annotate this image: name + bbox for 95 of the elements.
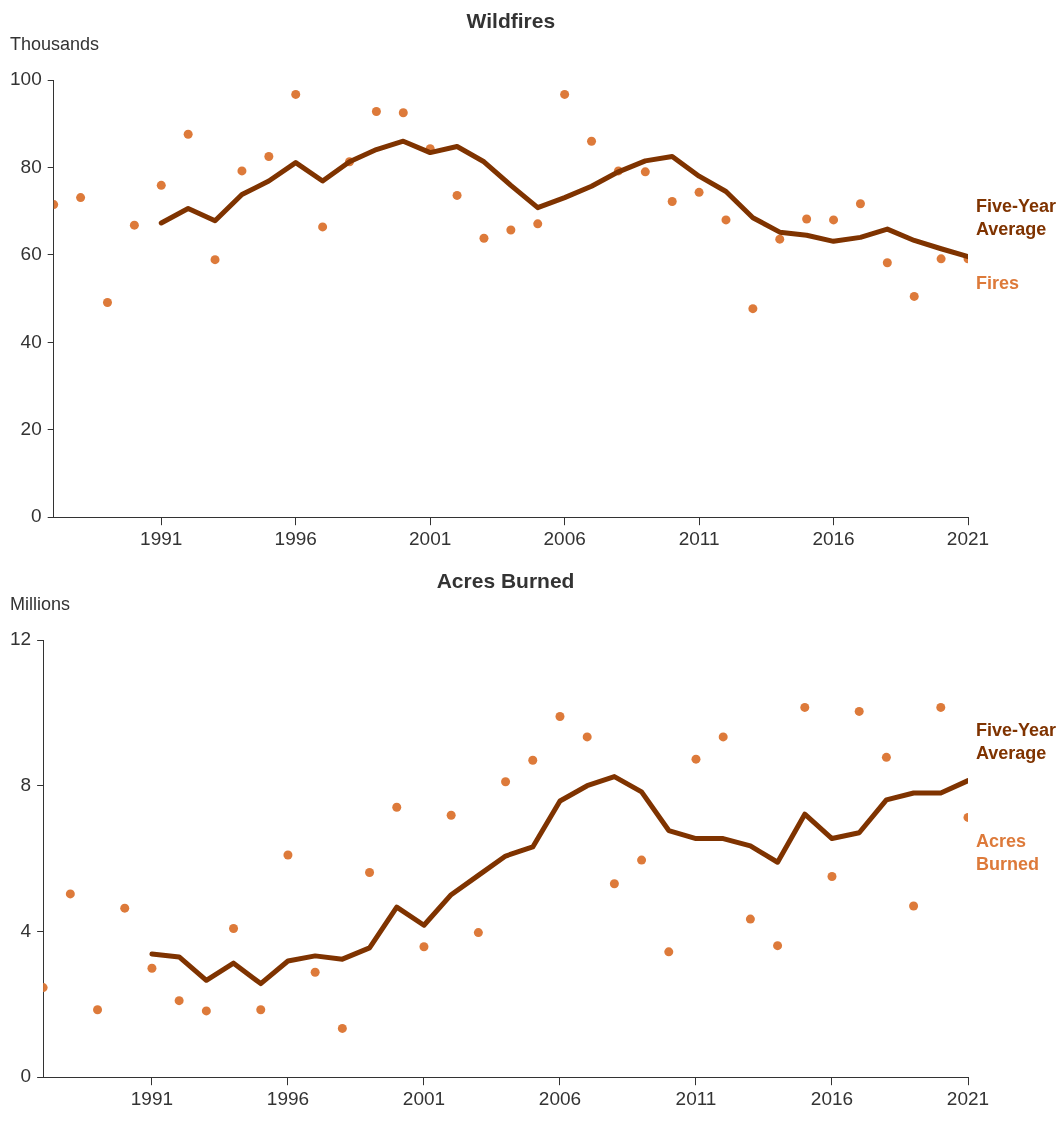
x-tick-label: 1991 — [140, 527, 183, 549]
point — [229, 924, 239, 934]
point — [691, 754, 701, 764]
point — [528, 755, 538, 765]
point — [773, 941, 783, 951]
point — [76, 193, 86, 203]
point — [318, 222, 328, 232]
point — [264, 152, 274, 162]
point — [694, 187, 704, 197]
y-tick-label: 0 — [31, 505, 42, 527]
point — [533, 219, 543, 229]
point — [310, 967, 320, 977]
x-tick-label: 1996 — [266, 1087, 310, 1109]
point — [392, 802, 402, 812]
x-tick-label: 1996 — [274, 527, 317, 549]
point — [256, 1005, 266, 1015]
point — [667, 197, 677, 207]
point — [909, 291, 919, 301]
point — [291, 89, 301, 99]
y-tick-label: 0 — [20, 1065, 32, 1087]
chart-title: Wildfires — [466, 9, 556, 32]
point — [419, 942, 429, 952]
y-axis-title: Millions — [10, 594, 71, 614]
point — [156, 180, 166, 190]
x-tick-label: 1991 — [130, 1087, 174, 1109]
x-tick-label: 2016 — [810, 1087, 854, 1109]
point — [854, 706, 864, 716]
point — [506, 225, 516, 235]
point — [93, 1005, 103, 1015]
point — [609, 879, 619, 889]
point — [587, 136, 597, 146]
series-label: Five-Year Average — [976, 195, 1057, 239]
point — [210, 255, 220, 265]
y-tick-label: 80 — [20, 155, 42, 177]
point — [882, 258, 892, 268]
point — [855, 199, 865, 209]
y-axis-title: Thousands — [10, 34, 100, 54]
point — [283, 850, 293, 860]
point — [560, 89, 570, 99]
y-tick-label: 12 — [9, 628, 32, 650]
point — [775, 234, 785, 244]
x-tick-label: 2001 — [409, 527, 452, 549]
point — [365, 867, 375, 877]
point — [65, 889, 75, 899]
point — [398, 108, 408, 118]
y-tick-label: 4 — [20, 919, 32, 941]
point — [909, 901, 919, 911]
point — [371, 106, 381, 116]
point — [881, 752, 891, 762]
x-tick-label: 2016 — [812, 527, 855, 549]
x-tick-label: 2006 — [538, 1087, 582, 1109]
point — [827, 871, 837, 881]
x-tick-label: 2011 — [678, 527, 720, 549]
series-label: Five-Year Average — [976, 719, 1057, 763]
y-tick-label: 60 — [20, 243, 42, 265]
point — [664, 947, 674, 957]
point — [637, 855, 647, 865]
point — [120, 903, 130, 913]
point — [745, 914, 755, 924]
point — [802, 214, 812, 224]
point — [129, 220, 139, 230]
series-label: Acres Burned — [976, 831, 1039, 875]
x-tick-label: 2006 — [543, 527, 586, 549]
x-tick-label: 2021 — [946, 527, 990, 549]
y-tick-label: 40 — [20, 330, 42, 352]
point — [473, 928, 483, 938]
y-tick-label: 8 — [20, 773, 32, 795]
point — [183, 129, 193, 139]
point — [640, 167, 650, 177]
y-tick-label: 100 — [10, 68, 42, 90]
point — [555, 712, 565, 722]
x-tick-label: 2001 — [402, 1087, 446, 1109]
point — [829, 215, 839, 225]
point — [479, 233, 489, 243]
series-label: Fires — [976, 272, 1020, 293]
point — [337, 1023, 347, 1033]
point — [936, 254, 946, 264]
point — [936, 702, 946, 712]
point — [147, 963, 157, 973]
y-tick-label: 20 — [20, 417, 42, 439]
chart-title: Acres Burned — [436, 569, 575, 592]
point — [718, 732, 728, 742]
point — [748, 304, 758, 314]
point — [582, 732, 592, 742]
point — [201, 1006, 211, 1016]
point — [237, 166, 247, 176]
x-tick-label: 2011 — [675, 1087, 717, 1109]
point — [102, 298, 112, 308]
point — [501, 777, 511, 787]
point — [446, 810, 456, 820]
point — [452, 190, 462, 200]
point — [174, 996, 184, 1006]
point — [800, 702, 810, 712]
x-tick-label: 2021 — [946, 1087, 990, 1109]
point — [721, 215, 731, 225]
